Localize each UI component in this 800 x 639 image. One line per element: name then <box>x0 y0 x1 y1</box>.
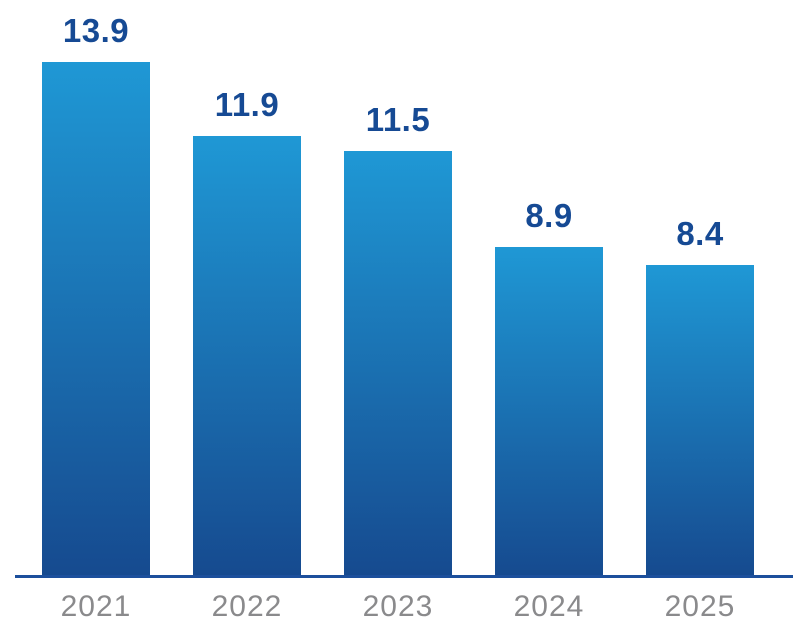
x-axis-line <box>15 575 793 578</box>
bar-value-label-2022: 11.9 <box>214 86 280 123</box>
bar-value-label-2025: 8.4 <box>676 215 724 252</box>
x-axis-label-2021: 2021 <box>60 590 132 623</box>
bars-row: 13.9 11.9 11.5 8.9 8.4 <box>42 14 754 576</box>
bar-group-2022: 11.9 <box>193 88 301 576</box>
bar-group-2023: 11.5 <box>344 103 452 576</box>
bar-2025 <box>646 265 754 576</box>
bar-group-2025: 8.4 <box>646 217 754 576</box>
x-axis-label-2022: 2022 <box>211 590 283 623</box>
bar-value-label-2023: 11.5 <box>365 101 431 138</box>
bar-2024 <box>495 247 603 576</box>
bar-2022 <box>193 136 301 576</box>
x-axis-labels: 2021 2022 2023 2024 2025 <box>0 590 800 623</box>
bar-value-label-2021: 13.9 <box>62 12 130 49</box>
bar-2021 <box>42 62 150 576</box>
x-axis-label-2025: 2025 <box>664 590 736 623</box>
bar-group-2024: 8.9 <box>495 199 603 576</box>
x-axis-label-2024: 2024 <box>513 590 585 623</box>
bar-value-label-2024: 8.9 <box>525 197 573 234</box>
bar-group-2021: 13.9 <box>42 14 150 576</box>
x-axis-label-2023: 2023 <box>362 590 434 623</box>
bar-2023 <box>344 151 452 576</box>
